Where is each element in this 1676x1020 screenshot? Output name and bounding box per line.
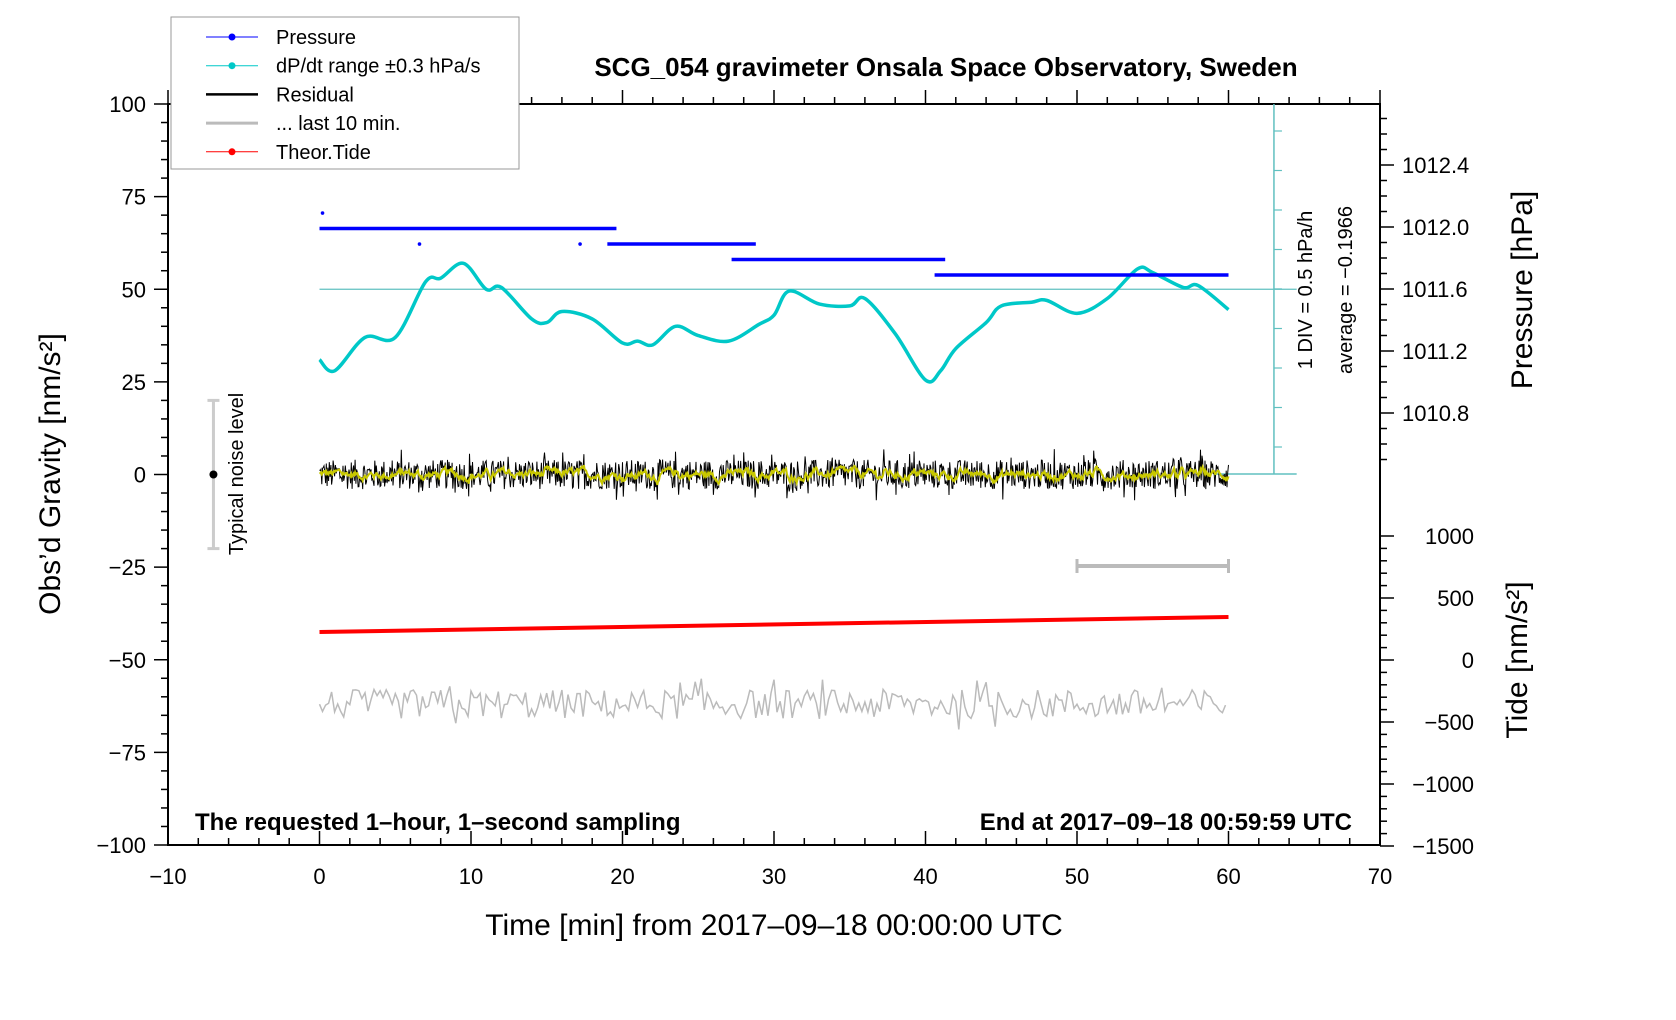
- pressure-tick-label: 1010.8: [1402, 401, 1469, 426]
- y-tick-label: −25: [109, 555, 146, 580]
- series-pressure-point: [578, 242, 582, 246]
- legend-label-1: dP/dt range ±0.3 hPa/s: [276, 56, 480, 78]
- legend-label-0: Pressure: [276, 27, 356, 49]
- annotation-div-scale: 1 DIV = 0.5 hPa/h: [1295, 211, 1317, 369]
- x-tick-label: 40: [913, 864, 937, 889]
- y-axis-label-left: Obs’d Gravity [nm/s²]: [34, 333, 67, 615]
- series-residual: [319, 449, 1229, 501]
- tide-tick-label: 0: [1462, 648, 1474, 673]
- legend-marker-1: [228, 62, 236, 70]
- y-tick-label: 50: [122, 277, 146, 302]
- pressure-tick-label: 1011.2: [1402, 339, 1468, 364]
- annotation-noise-level: Typical noise level: [226, 393, 248, 555]
- series-dpdt: [318, 261, 1230, 384]
- series-residual-smoothed: [318, 463, 1230, 487]
- annotation-end-time: End at 2017–09–18 00:59:59 UTC: [980, 809, 1352, 836]
- pressure-tick-label: 1012.0: [1402, 215, 1469, 240]
- y-tick-label: 0: [134, 463, 146, 488]
- y-tick-label: 75: [122, 185, 146, 210]
- x-tick-label: −10: [149, 864, 186, 889]
- series-pressure-point: [320, 211, 325, 215]
- tide-tick-label: −1500: [1412, 834, 1474, 859]
- series-pressure-point: [417, 242, 422, 246]
- pressure-tick-label: 1012.4: [1402, 153, 1469, 178]
- y-tick-label: −100: [96, 833, 146, 858]
- series-last-10-min: [318, 678, 1227, 730]
- y-tick-label: −50: [109, 648, 146, 673]
- x-axis-label: Time [min] from 2017–09–18 00:00:00 UTC: [485, 909, 1063, 942]
- tide-tick-label: −1000: [1412, 772, 1474, 797]
- legend-label-2: Residual: [276, 84, 354, 106]
- noise-level-dot: [209, 470, 218, 479]
- y-tick-label: 25: [122, 370, 146, 395]
- annotation-average: average = −0.1966: [1335, 206, 1357, 374]
- x-tick-label: 50: [1065, 864, 1089, 889]
- x-tick-label: 70: [1368, 864, 1392, 889]
- x-tick-label: 20: [610, 864, 634, 889]
- legend: Pressure dP/dt range ±0.3 hPa/s Residual..…: [170, 16, 520, 170]
- legend-marker-0: [228, 33, 236, 41]
- tide-tick-label: 500: [1437, 586, 1474, 611]
- x-tick-label: 30: [762, 864, 786, 889]
- chart-title: SCG_054 gravimeter Onsala Space Observat…: [594, 52, 1297, 82]
- series-theor-tide: [319, 614, 1229, 634]
- pressure-tick-label: 1011.6: [1402, 277, 1468, 302]
- x-tick-label: 60: [1216, 864, 1240, 889]
- legend-marker-4: [228, 148, 236, 156]
- y-tick-label: 100: [109, 92, 146, 117]
- legend-label-4: Theor.Tide: [276, 142, 371, 164]
- x-tick-label: 0: [313, 864, 325, 889]
- annotation-sampling: The requested 1–hour, 1–second sampling: [195, 809, 680, 836]
- x-tick-label: 10: [459, 864, 483, 889]
- legend-label-3: ... last 10 min.: [276, 113, 401, 135]
- tide-tick-label: −500: [1424, 710, 1474, 735]
- y-axis-label-tide: Tide [nm/s²]: [1501, 581, 1534, 738]
- tide-tick-label: 1000: [1425, 524, 1474, 549]
- y-axis-label-pressure: Pressure [hPa]: [1506, 191, 1539, 389]
- y-tick-label: −75: [109, 740, 146, 765]
